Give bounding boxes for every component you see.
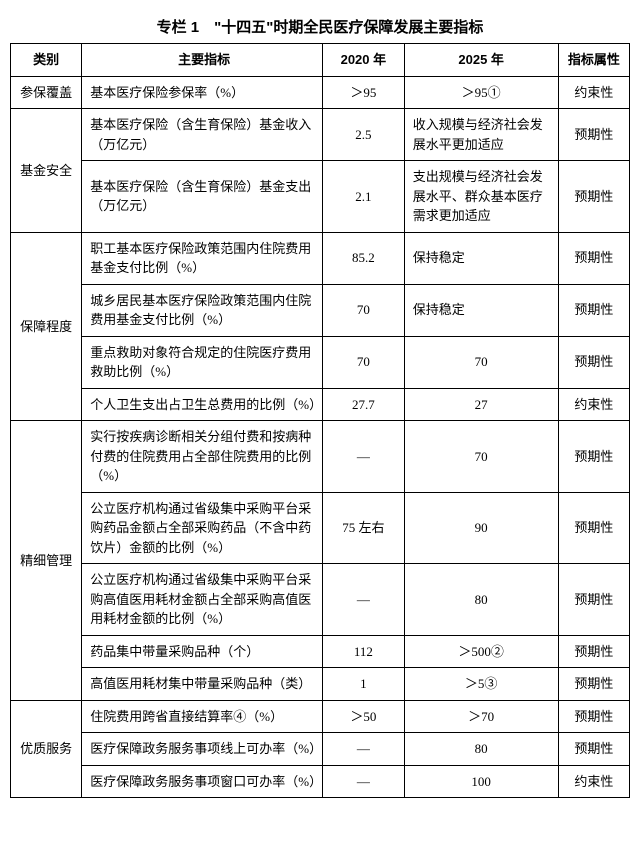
category-cell: 优质服务: [11, 700, 82, 798]
indicator-cell: 城乡居民基本医疗保险政策范围内住院费用基金支付比例（%）: [82, 284, 323, 336]
table-row: 基本医疗保险（含生育保险）基金支出（万亿元）2.1支出规模与经济社会发展水平、群…: [11, 161, 630, 233]
table-row: 公立医疗机构通过省级集中采购平台采购高值医用耗材金额占全部采购高值医用耗材金额的…: [11, 564, 630, 636]
value-2020-cell: 70: [323, 336, 405, 388]
category-cell: 精细管理: [11, 421, 82, 701]
value-2025-cell: 收入规模与经济社会发展水平更加适应: [404, 109, 558, 161]
value-2020-cell: 70: [323, 284, 405, 336]
indicators-table: 类别 主要指标 2020 年 2025 年 指标属性 参保覆盖基本医疗保险参保率…: [10, 43, 630, 798]
value-2020-cell: 27.7: [323, 388, 405, 421]
table-row: 重点救助对象符合规定的住院医疗费用救助比例（%）7070预期性: [11, 336, 630, 388]
value-2025-cell: ＞95①: [404, 76, 558, 109]
indicator-cell: 重点救助对象符合规定的住院医疗费用救助比例（%）: [82, 336, 323, 388]
header-indicator: 主要指标: [82, 44, 323, 77]
indicator-cell: 基本医疗保险（含生育保险）基金收入（万亿元）: [82, 109, 323, 161]
attribute-cell: 约束性: [558, 388, 629, 421]
category-cell: 基金安全: [11, 109, 82, 233]
attribute-cell: 预期性: [558, 109, 629, 161]
attribute-cell: 预期性: [558, 421, 629, 493]
value-2020-cell: 85.2: [323, 232, 405, 284]
attribute-cell: 预期性: [558, 668, 629, 701]
table-row: 高值医用耗材集中带量采购品种（类）1＞5③预期性: [11, 668, 630, 701]
header-category: 类别: [11, 44, 82, 77]
table-container: 专栏 1 "十四五"时期全民医疗保障发展主要指标 类别 主要指标 2020 年 …: [10, 10, 630, 798]
category-cell: 参保覆盖: [11, 76, 82, 109]
indicator-cell: 基本医疗保险参保率（%）: [82, 76, 323, 109]
table-title: 专栏 1 "十四五"时期全民医疗保障发展主要指标: [10, 10, 630, 43]
value-2020-cell: —: [323, 733, 405, 766]
indicator-cell: 公立医疗机构通过省级集中采购平台采购高值医用耗材金额占全部采购高值医用耗材金额的…: [82, 564, 323, 636]
value-2025-cell: ＞5③: [404, 668, 558, 701]
value-2020-cell: 2.1: [323, 161, 405, 233]
indicator-cell: 基本医疗保险（含生育保险）基金支出（万亿元）: [82, 161, 323, 233]
indicator-cell: 公立医疗机构通过省级集中采购平台采购药品金额占全部采购药品（不含中药饮片）金额的…: [82, 492, 323, 564]
attribute-cell: 预期性: [558, 232, 629, 284]
value-2020-cell: —: [323, 765, 405, 798]
value-2020-cell: 2.5: [323, 109, 405, 161]
attribute-cell: 预期性: [558, 336, 629, 388]
attribute-cell: 预期性: [558, 564, 629, 636]
indicator-cell: 医疗保障政务服务事项窗口可办率（%）: [82, 765, 323, 798]
value-2025-cell: 保持稳定: [404, 284, 558, 336]
value-2020-cell: ＞50: [323, 700, 405, 733]
value-2025-cell: 70: [404, 336, 558, 388]
value-2025-cell: 支出规模与经济社会发展水平、群众基本医疗需求更加适应: [404, 161, 558, 233]
header-attr: 指标属性: [558, 44, 629, 77]
table-row: 基金安全基本医疗保险（含生育保险）基金收入（万亿元）2.5收入规模与经济社会发展…: [11, 109, 630, 161]
table-row: 药品集中带量采购品种（个）112＞500②预期性: [11, 635, 630, 668]
header-2025: 2025 年: [404, 44, 558, 77]
value-2025-cell: 90: [404, 492, 558, 564]
attribute-cell: 预期性: [558, 284, 629, 336]
value-2025-cell: 70: [404, 421, 558, 493]
header-2020: 2020 年: [323, 44, 405, 77]
value-2020-cell: 75 左右: [323, 492, 405, 564]
value-2025-cell: 27: [404, 388, 558, 421]
category-cell: 保障程度: [11, 232, 82, 421]
attribute-cell: 预期性: [558, 161, 629, 233]
attribute-cell: 预期性: [558, 492, 629, 564]
indicator-cell: 住院费用跨省直接结算率④（%）: [82, 700, 323, 733]
header-row: 类别 主要指标 2020 年 2025 年 指标属性: [11, 44, 630, 77]
attribute-cell: 预期性: [558, 635, 629, 668]
table-row: 优质服务住院费用跨省直接结算率④（%）＞50＞70预期性: [11, 700, 630, 733]
indicator-cell: 职工基本医疗保险政策范围内住院费用基金支付比例（%）: [82, 232, 323, 284]
attribute-cell: 预期性: [558, 733, 629, 766]
attribute-cell: 约束性: [558, 765, 629, 798]
table-row: 精细管理实行按疾病诊断相关分组付费和按病种付费的住院费用占全部住院费用的比例（%…: [11, 421, 630, 493]
indicator-cell: 实行按疾病诊断相关分组付费和按病种付费的住院费用占全部住院费用的比例（%）: [82, 421, 323, 493]
attribute-cell: 预期性: [558, 700, 629, 733]
indicator-cell: 高值医用耗材集中带量采购品种（类）: [82, 668, 323, 701]
table-row: 城乡居民基本医疗保险政策范围内住院费用基金支付比例（%）70保持稳定预期性: [11, 284, 630, 336]
value-2025-cell: ＞500②: [404, 635, 558, 668]
value-2020-cell: —: [323, 421, 405, 493]
value-2025-cell: 80: [404, 564, 558, 636]
table-row: 医疗保障政务服务事项窗口可办率（%）—100约束性: [11, 765, 630, 798]
table-row: 参保覆盖基本医疗保险参保率（%）＞95＞95①约束性: [11, 76, 630, 109]
value-2020-cell: 1: [323, 668, 405, 701]
value-2020-cell: ＞95: [323, 76, 405, 109]
indicator-cell: 药品集中带量采购品种（个）: [82, 635, 323, 668]
value-2020-cell: 112: [323, 635, 405, 668]
attribute-cell: 约束性: [558, 76, 629, 109]
value-2020-cell: —: [323, 564, 405, 636]
indicator-cell: 个人卫生支出占卫生总费用的比例（%）: [82, 388, 323, 421]
table-row: 保障程度职工基本医疗保险政策范围内住院费用基金支付比例（%）85.2保持稳定预期…: [11, 232, 630, 284]
value-2025-cell: 100: [404, 765, 558, 798]
table-row: 医疗保障政务服务事项线上可办率（%）—80预期性: [11, 733, 630, 766]
value-2025-cell: ＞70: [404, 700, 558, 733]
table-row: 公立医疗机构通过省级集中采购平台采购药品金额占全部采购药品（不含中药饮片）金额的…: [11, 492, 630, 564]
table-row: 个人卫生支出占卫生总费用的比例（%）27.727约束性: [11, 388, 630, 421]
indicator-cell: 医疗保障政务服务事项线上可办率（%）: [82, 733, 323, 766]
value-2025-cell: 保持稳定: [404, 232, 558, 284]
value-2025-cell: 80: [404, 733, 558, 766]
